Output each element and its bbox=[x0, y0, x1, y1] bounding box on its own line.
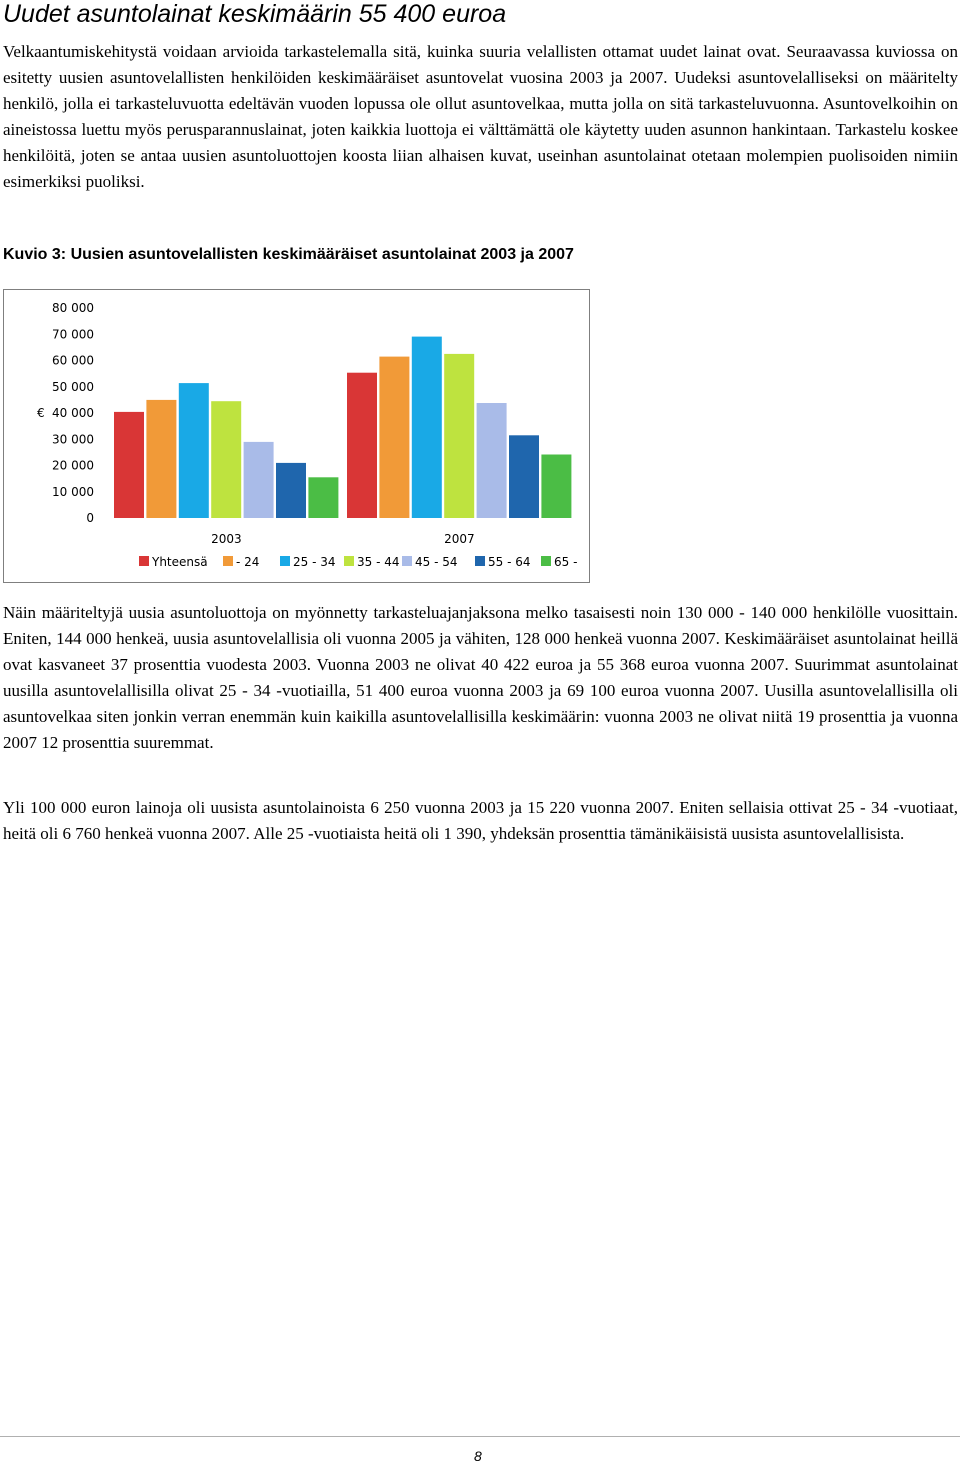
x-category-label: 2007 bbox=[444, 532, 475, 546]
body-paragraph-2: Yli 100 000 euron lainoja oli uusista as… bbox=[3, 798, 958, 843]
bar-2003-3 bbox=[178, 383, 209, 518]
legend-label: - 24 bbox=[236, 555, 259, 569]
y-tick-label: 0 bbox=[86, 511, 94, 525]
page-title: Uudet asuntolainat keskimäärin 55 400 eu… bbox=[3, 0, 507, 28]
bar-chart: 0 10 000 20 000 30 000 40 000 50 000 60 000 70 … bbox=[3, 289, 590, 583]
bar-2007-5 bbox=[476, 403, 507, 518]
legend-swatch bbox=[475, 556, 485, 566]
bar-2007-7 bbox=[541, 454, 572, 518]
bar-2007-2 bbox=[379, 356, 410, 518]
y-tick-label: 20 000 bbox=[52, 459, 94, 473]
legend-swatch bbox=[344, 556, 354, 566]
bar-2003-4 bbox=[211, 401, 242, 518]
bar-2007-1 bbox=[347, 372, 377, 518]
legend-swatch bbox=[223, 556, 233, 566]
y-tick-label: 50 000 bbox=[52, 380, 94, 394]
y-tick-label: 10 000 bbox=[52, 485, 94, 499]
bar-chart-svg: 0 10 000 20 000 30 000 40 000 50 000 60 000 70 … bbox=[37, 301, 577, 569]
y-axis-label: € bbox=[37, 406, 45, 420]
legend-swatch bbox=[402, 556, 412, 566]
bar-2003-1 bbox=[114, 411, 144, 518]
legend-label: Yhteensä bbox=[151, 555, 208, 569]
figure-title: Kuvio 3: Uusien asuntovelallisten keskim… bbox=[3, 246, 574, 263]
x-category-label: 2003 bbox=[211, 532, 242, 546]
bar-2007-4 bbox=[444, 353, 475, 518]
footer-rule bbox=[0, 1436, 960, 1437]
legend-label: 65 - bbox=[554, 555, 577, 569]
legend-label: 35 - 44 bbox=[357, 555, 400, 569]
legend-swatch bbox=[280, 556, 290, 566]
y-tick-label: 80 000 bbox=[52, 301, 94, 315]
y-tick-label: 30 000 bbox=[52, 432, 94, 446]
intro-paragraph: Velkaantumiskehitystä voidaan arvioida t… bbox=[3, 42, 958, 191]
body-paragraph-1: Näin määriteltyjä uusia asuntoluottoja o… bbox=[3, 603, 958, 752]
bar-2003-5 bbox=[243, 441, 274, 518]
y-tick-label: 40 000 bbox=[52, 406, 94, 420]
legend-swatch bbox=[541, 556, 551, 566]
y-tick-label: 70 000 bbox=[52, 327, 94, 341]
bar-2003-2 bbox=[146, 399, 177, 518]
bar-2007-6 bbox=[509, 435, 539, 518]
legend-label: 25 - 34 bbox=[293, 555, 336, 569]
page-number: 8 bbox=[474, 1448, 482, 1464]
bar-2007-3 bbox=[411, 336, 442, 518]
bar-2003-6 bbox=[276, 462, 306, 518]
legend-label: 45 - 54 bbox=[415, 555, 458, 569]
y-tick-label: 60 000 bbox=[52, 354, 94, 368]
legend-label: 55 - 64 bbox=[488, 555, 531, 569]
bar-2003-7 bbox=[308, 477, 339, 518]
legend-swatch bbox=[139, 556, 149, 566]
